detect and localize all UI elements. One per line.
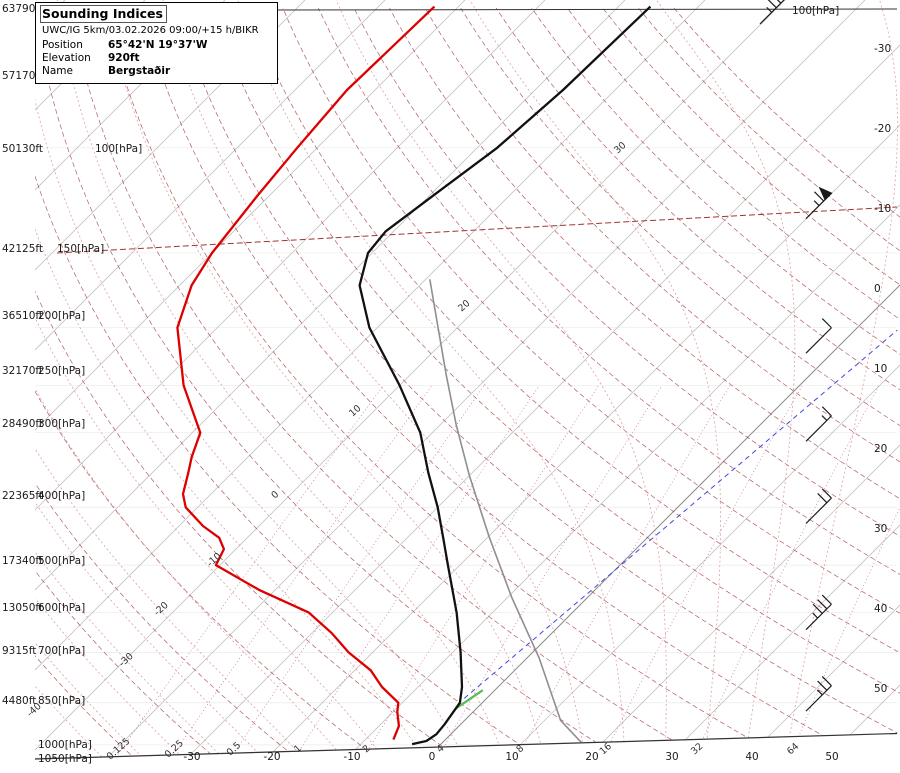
altitude-label: 17340ft bbox=[2, 555, 43, 567]
mixing-ratio-label: 64 bbox=[785, 741, 801, 757]
wind-barb-icon bbox=[805, 186, 833, 220]
sounding-indices-panel[interactable]: Sounding Indices UWC/IG 5km/03.02.2026 0… bbox=[35, 2, 278, 84]
pressure-label: 250[hPa] bbox=[38, 365, 85, 377]
wind-barbs bbox=[759, 0, 833, 712]
bottom-temperature-label: -20 bbox=[263, 751, 280, 763]
pressure-label: 200[hPa] bbox=[38, 310, 85, 322]
pressure-label: 300[hPa] bbox=[38, 418, 85, 430]
mixing-ratio-label: 2 bbox=[361, 743, 373, 755]
model-run-line: UWC/IG 5km/03.02.2026 09:00/+15 h/BIKR bbox=[42, 25, 259, 36]
right-temperature-label: 10 bbox=[874, 363, 887, 375]
mixing-ratio-label: 32 bbox=[689, 741, 705, 757]
elevation-label: Elevation bbox=[42, 52, 91, 64]
wind-barb-icon bbox=[805, 318, 832, 354]
temperature-curve bbox=[358, 5, 652, 746]
bottom-temperature-label: 40 bbox=[745, 751, 758, 763]
axis-labels: 63790ft57170ft50130ft42125ft36510ft32170… bbox=[2, 3, 891, 765]
bottom-temperature-label: 20 bbox=[585, 751, 598, 763]
top-right-pressure-label: 100[hPa] bbox=[792, 5, 839, 17]
bottom-temperature-label: -10 bbox=[343, 751, 360, 763]
wind-barb-icon bbox=[805, 488, 832, 524]
pressure-label: 1000[hPa] bbox=[38, 739, 92, 751]
altitude-label: 57170ft bbox=[2, 70, 43, 82]
pressure-label: 150[hPa] bbox=[57, 243, 104, 255]
adiabat-inline-label: 20 bbox=[456, 298, 472, 314]
pressure-label: 1050[hPa] bbox=[38, 753, 92, 765]
info-row-name: Name Bergstaðir bbox=[42, 65, 272, 77]
bottom-temperature-label: 10 bbox=[505, 751, 518, 763]
bottom-temperature-label: 0 bbox=[429, 751, 436, 763]
info-row-position: Position 65°42'N 19°37'W bbox=[42, 39, 272, 51]
right-temperature-label: 20 bbox=[874, 443, 887, 455]
altitude-label: 42125ft bbox=[2, 243, 43, 255]
mixing-ratio-label: 8 bbox=[514, 743, 526, 755]
bottom-temperature-label: -30 bbox=[183, 751, 200, 763]
altitude-label: 50130ft bbox=[2, 143, 43, 155]
altitude-label: 28490ft bbox=[2, 418, 43, 430]
bottom-temperature-label: 50 bbox=[825, 751, 838, 763]
right-temperature-label: -20 bbox=[874, 123, 891, 135]
right-temperature-label: 0 bbox=[874, 283, 881, 295]
mixing-ratio-label: 4 bbox=[435, 743, 447, 755]
sounding-profiles bbox=[176, 5, 898, 759]
pressure-label: 600[hPa] bbox=[38, 602, 85, 614]
wind-barb-icon bbox=[805, 406, 832, 442]
elevation-value: 920ft bbox=[108, 52, 140, 64]
dry-adiabat-lines bbox=[35, 7, 900, 759]
bottom-boundary-line bbox=[34, 732, 898, 760]
mixing-ratio-label: 16 bbox=[598, 741, 614, 757]
altitude-label: 4480ft bbox=[2, 695, 36, 707]
index-line bbox=[463, 329, 898, 699]
adiabat-inline-label: 10 bbox=[347, 403, 363, 419]
pressure-label: 100[hPa] bbox=[95, 143, 142, 155]
info-row-elevation: Elevation 920ft bbox=[42, 52, 272, 64]
mixing-ratio-label: 1 bbox=[292, 743, 304, 755]
panel-title: Sounding Indices bbox=[40, 5, 167, 23]
pressure-label: 850[hPa] bbox=[38, 695, 85, 707]
right-temperature-label: 40 bbox=[874, 603, 887, 615]
adiabat-inline-label: 30 bbox=[612, 140, 628, 156]
mixing-ratio-label: 0.5 bbox=[225, 740, 244, 758]
altitude-label: 32170ft bbox=[2, 365, 43, 377]
pressure-label: 700[hPa] bbox=[38, 645, 85, 657]
bottom-temperature-label: 30 bbox=[665, 751, 678, 763]
parcel-segment-line bbox=[454, 689, 484, 710]
altitude-label: 9315ft bbox=[2, 645, 36, 657]
altitude-label: 22365ft bbox=[2, 490, 43, 502]
altitude-label: 13050ft bbox=[2, 602, 43, 614]
dewpoint-curve bbox=[176, 5, 436, 741]
adiabat-inline-label: -20 bbox=[152, 600, 171, 619]
mixing-ratio-label: 0.125 bbox=[105, 736, 133, 762]
reference-profile-line bbox=[429, 279, 597, 759]
altitude-label: 63790ft bbox=[2, 3, 43, 15]
mixing-ratio-label: 0.25 bbox=[163, 738, 186, 760]
wind-barb-icon bbox=[805, 594, 832, 631]
mixing-ratio-lines bbox=[113, 385, 900, 759]
name-value: Bergstaðir bbox=[108, 65, 171, 77]
pressure-label: 400[hPa] bbox=[38, 490, 85, 502]
name-label: Name bbox=[42, 65, 73, 77]
wind-barb-icon bbox=[805, 676, 832, 712]
top-boundary-line bbox=[265, 8, 898, 11]
pressure-label: 500[hPa] bbox=[38, 555, 85, 567]
wind-barb-icon bbox=[759, 0, 785, 25]
right-temperature-label: -10 bbox=[874, 203, 891, 215]
position-value: 65°42'N 19°37'W bbox=[108, 39, 208, 51]
right-temperature-label: 50 bbox=[874, 683, 887, 695]
upper-dashed-reference-line bbox=[56, 206, 898, 254]
right-temperature-label: -30 bbox=[874, 43, 891, 55]
position-label: Position bbox=[42, 39, 83, 51]
right-temperature-label: 30 bbox=[874, 523, 887, 535]
altitude-label: 36510ft bbox=[2, 310, 43, 322]
adiabat-inline-label: 0 bbox=[269, 489, 281, 501]
